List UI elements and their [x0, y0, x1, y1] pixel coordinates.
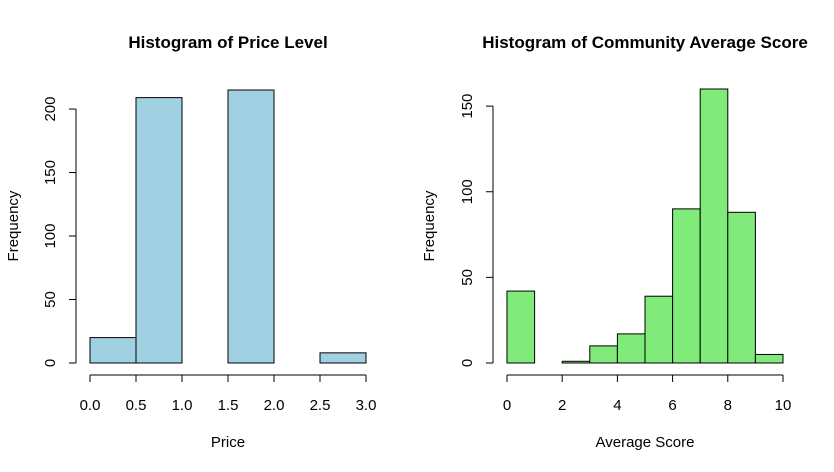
bar	[727, 211, 756, 364]
bar	[561, 360, 591, 364]
y-axis-label: Frequency	[5, 190, 22, 261]
y-tick-label: 100	[459, 179, 476, 204]
chart-title: Histogram of Price Level	[128, 33, 327, 52]
bar	[672, 208, 701, 364]
bar	[506, 290, 536, 364]
chart-title: Histogram of Community Average Score	[482, 33, 808, 52]
bar	[319, 352, 367, 364]
y-tick-label: 0	[42, 359, 59, 367]
x-tick-label: 3.0	[356, 397, 377, 414]
x-axis-label: Price	[211, 434, 245, 451]
y-tick-label: 150	[459, 94, 476, 119]
x-tick-label: 2.5	[310, 397, 331, 414]
y-axis: 0 50 100 150	[459, 94, 494, 367]
x-axis-label: Average Score	[596, 434, 695, 451]
bar	[699, 88, 729, 364]
y-tick-label: 50	[42, 291, 59, 308]
x-tick-label: 2.0	[264, 397, 285, 414]
bar	[589, 345, 618, 364]
x-tick-label: 0	[503, 397, 511, 414]
bars	[89, 89, 367, 364]
y-axis: 0 50 100 150 200	[42, 97, 77, 367]
x-tick-label: 0.5	[126, 397, 147, 414]
bar	[135, 97, 183, 364]
bars	[506, 88, 784, 364]
x-tick-label: 10	[775, 397, 792, 414]
y-tick-label: 50	[459, 269, 476, 286]
bar	[644, 295, 674, 364]
score-histogram-panel: Histogram of Community Average Score Ave…	[421, 33, 808, 451]
x-tick-label: 8	[724, 397, 732, 414]
y-tick-label: 200	[42, 97, 59, 122]
bar	[616, 333, 646, 364]
y-tick-label: 0	[459, 359, 476, 367]
bar	[227, 89, 275, 364]
y-tick-label: 150	[42, 160, 59, 185]
x-axis: 0.0 0.5 1.0 1.5 2.0 2.5 3.0	[80, 374, 377, 414]
price-histogram-panel: Histogram of Price Level Price Frequency…	[5, 33, 376, 451]
x-tick-label: 0.0	[80, 397, 101, 414]
y-tick-label: 100	[42, 224, 59, 249]
x-tick-label: 1.0	[172, 397, 193, 414]
x-axis: 0 2 4 6 8 10	[503, 374, 792, 414]
x-tick-label: 2	[558, 397, 566, 414]
x-tick-label: 6	[668, 397, 676, 414]
x-tick-label: 4	[613, 397, 621, 414]
x-tick-label: 1.5	[218, 397, 239, 414]
y-axis-label: Frequency	[421, 190, 438, 261]
bar	[754, 353, 784, 364]
bar	[89, 337, 137, 364]
